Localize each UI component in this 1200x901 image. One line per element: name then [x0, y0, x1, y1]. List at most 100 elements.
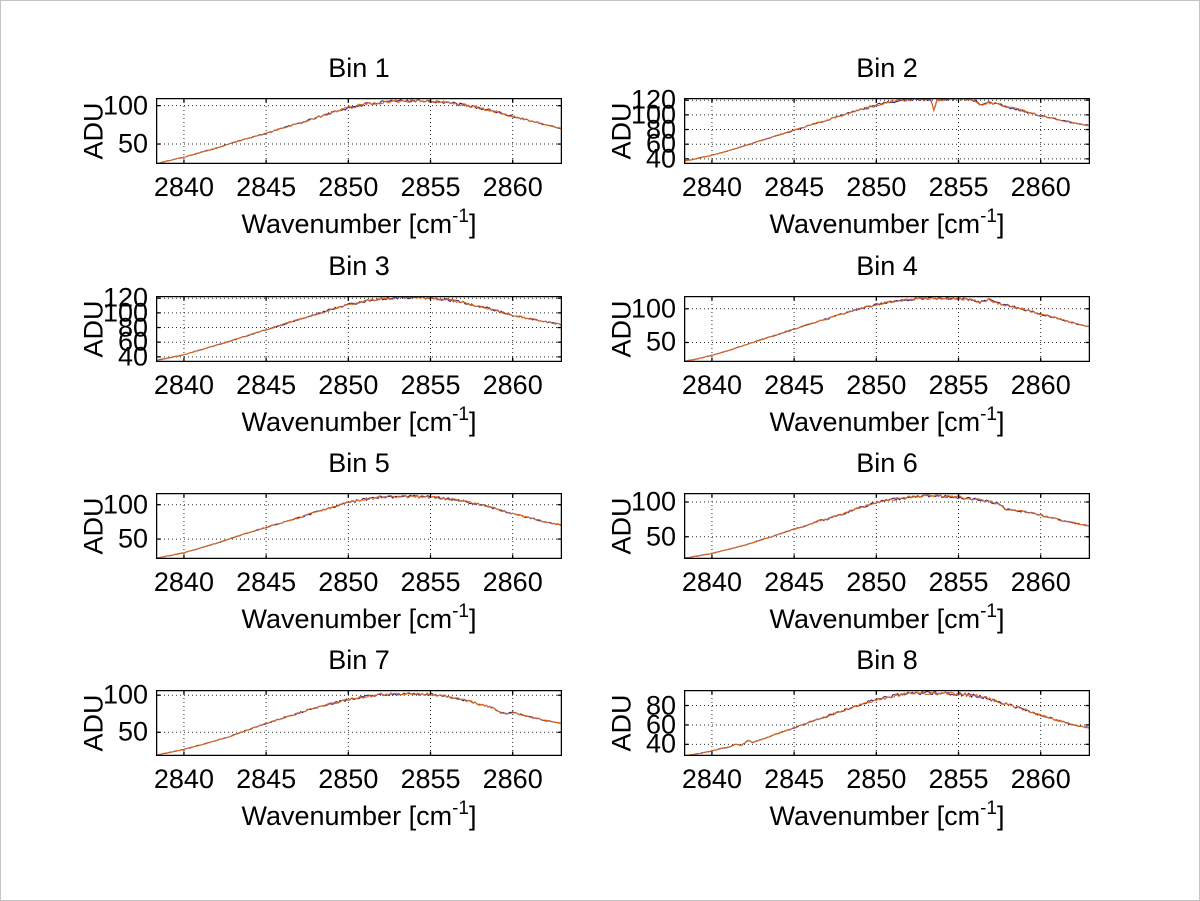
x-tick-label: 2845	[764, 567, 825, 597]
subplot-title: Bin 4	[856, 251, 918, 281]
trace-orange	[156, 296, 562, 361]
subplot-title: Bin 1	[328, 53, 390, 83]
x-axis-label: Wavenumber [cm-1]	[769, 206, 1005, 243]
x-tick-label: 2845	[236, 370, 297, 400]
y-tick-label: 60	[645, 128, 676, 159]
x-axis-label: Wavenumber [cm-1]	[769, 404, 1005, 441]
x-tick-label: 2850	[318, 764, 379, 794]
x-tick-label: 2860	[1010, 172, 1071, 202]
x-tick-label: 2860	[1010, 370, 1071, 400]
x-tick-label: 2855	[400, 370, 461, 400]
axis-frame	[684, 98, 1090, 164]
trace-orange	[684, 691, 1090, 756]
y-tick-label: 40	[645, 728, 676, 759]
x-axis-label: Wavenumber [cm-1]	[241, 601, 477, 638]
x-axis-label-text: Wavenumber [cm	[769, 604, 981, 634]
gridlines	[156, 296, 562, 362]
y-tick-label: 80	[117, 312, 148, 343]
x-tick-label: 2840	[681, 764, 742, 794]
x-tick-label: 2840	[681, 172, 742, 202]
subplot-title: Bin 7	[328, 645, 390, 675]
trace-orange	[156, 98, 562, 164]
plot-area	[684, 690, 1090, 756]
trace-orange	[684, 296, 1090, 362]
x-axis-label-close: ]	[468, 209, 477, 239]
x-tick-label: 2845	[236, 764, 297, 794]
y-tick-label: 100	[102, 679, 148, 710]
trace-dark	[156, 296, 562, 362]
x-axis-label-superscript: -1	[452, 404, 469, 425]
subplot-title: Bin 5	[328, 448, 390, 478]
gridlines	[684, 296, 1090, 362]
x-axis-label-close: ]	[996, 209, 1005, 239]
x-axis-label-text: Wavenumber [cm	[241, 604, 453, 634]
x-tick-label: 2850	[846, 172, 907, 202]
y-tick-label: 80	[645, 114, 676, 145]
x-tick-label: 2840	[153, 172, 214, 202]
gridlines	[684, 98, 1090, 164]
x-tick-label: 2840	[153, 764, 214, 794]
axis-box	[156, 296, 562, 362]
x-tick-label: 2850	[846, 370, 907, 400]
y-tick-label: 50	[117, 716, 148, 747]
axis-box	[684, 690, 1090, 756]
x-tick-label: 2860	[1010, 567, 1071, 597]
x-axis-label-superscript: -1	[980, 798, 997, 819]
x-axis-label-superscript: -1	[980, 601, 997, 622]
y-tick-label: 100	[630, 486, 676, 517]
x-tick-label: 2855	[928, 764, 989, 794]
x-tick-label: 2840	[681, 567, 742, 597]
x-axis-label-superscript: -1	[452, 601, 469, 622]
gridlines	[156, 690, 562, 756]
plot-area	[156, 690, 562, 756]
trace-dark	[684, 690, 1090, 756]
x-tick-label: 2855	[400, 172, 461, 202]
y-tick-label: 50	[645, 521, 676, 552]
x-tick-label: 2845	[236, 172, 297, 202]
plot-area	[156, 98, 562, 164]
axis-frame	[156, 690, 562, 756]
x-axis-label-close: ]	[468, 801, 477, 831]
y-tick-label: 100	[102, 489, 148, 520]
trace-dark	[684, 494, 1090, 559]
plot-area	[684, 493, 1090, 559]
x-axis-label-superscript: -1	[452, 206, 469, 227]
y-tick-label: 80	[645, 689, 676, 720]
x-axis-label: Wavenumber [cm-1]	[241, 404, 477, 441]
x-axis-label-close: ]	[468, 407, 477, 437]
x-axis-label-text: Wavenumber [cm	[769, 407, 981, 437]
x-tick-label: 2855	[400, 567, 461, 597]
trace-orange	[156, 691, 562, 756]
x-tick-label: 2855	[400, 764, 461, 794]
plot-area	[684, 296, 1090, 362]
x-axis-label-text: Wavenumber [cm	[769, 209, 981, 239]
x-tick-label: 2855	[928, 567, 989, 597]
x-axis-label-superscript: -1	[980, 206, 997, 227]
x-tick-label: 2860	[482, 764, 543, 794]
y-tick-label: 40	[117, 341, 148, 372]
x-axis-label-superscript: -1	[452, 798, 469, 819]
x-tick-label: 2845	[236, 567, 297, 597]
x-tick-label: 2850	[318, 172, 379, 202]
axis-frame	[684, 296, 1090, 362]
y-tick-label: 40	[645, 143, 676, 174]
plot-area	[156, 493, 562, 559]
x-tick-label: 2860	[482, 567, 543, 597]
plot-area	[156, 296, 562, 362]
gridlines	[156, 493, 562, 559]
x-axis-label: Wavenumber [cm-1]	[242, 798, 477, 835]
subplot-title: Bin 6	[856, 448, 918, 478]
trace-orange	[684, 98, 1090, 162]
gridlines	[684, 690, 1090, 756]
x-tick-label: 2855	[928, 370, 989, 400]
y-tick-label: 100	[630, 293, 676, 324]
y-tick-label: 100	[630, 99, 676, 130]
y-tick-label: 100	[102, 90, 148, 121]
axis-frame	[684, 493, 1090, 559]
subplot-title: Bin 8	[856, 645, 918, 675]
y-tick-label: 120	[102, 282, 148, 313]
trace-orange	[156, 494, 562, 559]
x-tick-label: 2850	[318, 370, 379, 400]
x-axis-label-text: Wavenumber [cm	[241, 407, 453, 437]
x-tick-label: 2855	[928, 172, 989, 202]
